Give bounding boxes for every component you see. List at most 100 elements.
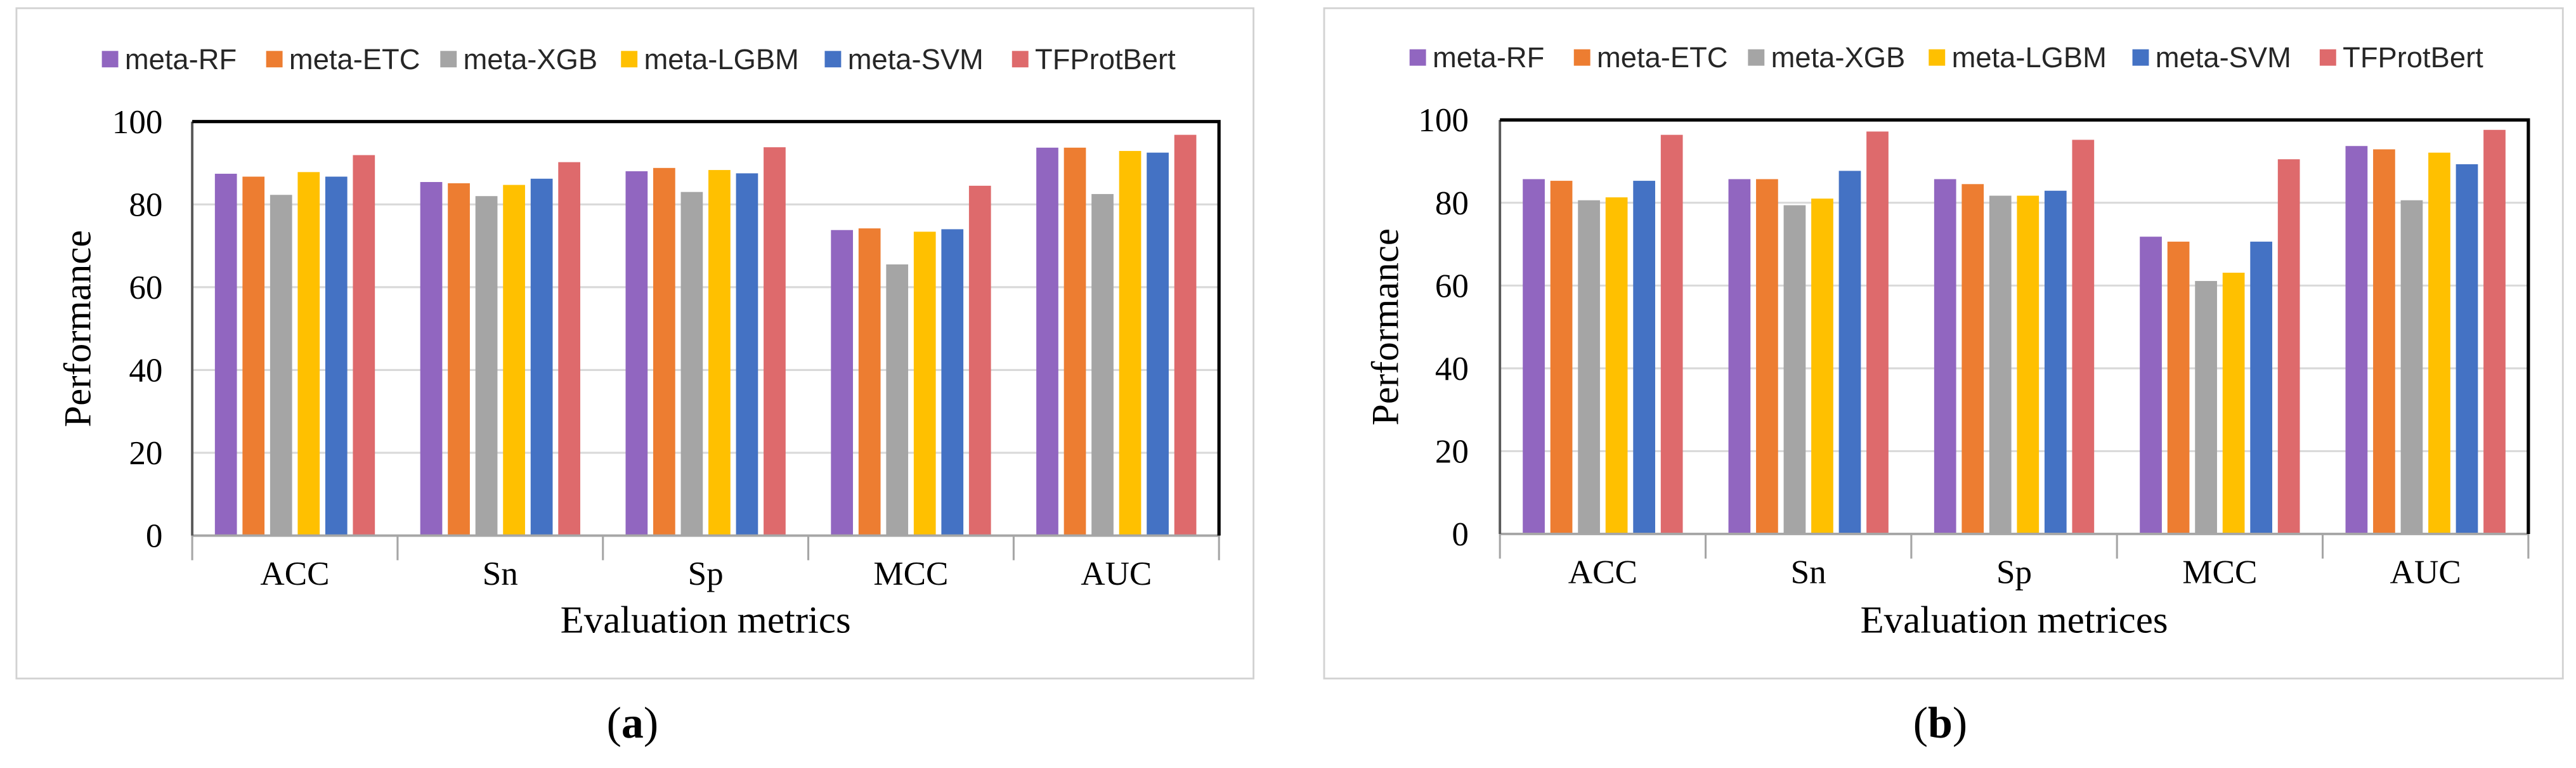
panel-b-y-tick-label: 100 bbox=[1418, 102, 1469, 139]
panel-b-bar-meta-rf-sp bbox=[1934, 179, 1956, 534]
panel-b-bar-meta-xgb-sn bbox=[1783, 205, 1806, 534]
panel-a-legend-label-meta-svm: meta-SVM bbox=[848, 43, 984, 75]
panel-a-bar-meta-rf-acc bbox=[214, 173, 237, 536]
panel-b-bar-meta-rf-sn bbox=[1728, 179, 1751, 534]
panel-a-legend-swatch-meta-rf bbox=[101, 51, 119, 68]
panel-b-y-tick-label: 60 bbox=[1435, 268, 1469, 304]
panel-a-bar-meta-rf-auc bbox=[1036, 147, 1058, 536]
panel-a-bar-meta-etc-sn bbox=[448, 183, 470, 536]
panel-a-legend-item-tfprotbert: TFProtBert bbox=[1012, 43, 1176, 75]
panel-a-y-tick-label: 60 bbox=[129, 270, 162, 306]
panel-a-bar-tfprotbert-acc bbox=[353, 155, 375, 536]
panel-a-caption: (a) bbox=[607, 699, 659, 748]
panel-a-x-tick-label-sp: Sp bbox=[688, 556, 724, 592]
panel-b-x-tick-label-sp: Sp bbox=[1996, 554, 2032, 591]
panel-b-bar-meta-svm-sn bbox=[1838, 171, 1861, 534]
panel-b-bar-meta-etc-sn bbox=[1756, 179, 1778, 534]
panel-a-caption-close: ) bbox=[644, 699, 658, 748]
panel-a-legend-label-meta-lgbm: meta-LGBM bbox=[644, 43, 799, 75]
panel-b-bar-meta-etc-mcc bbox=[2167, 242, 2190, 534]
panel-a-y-axis-title: Performance bbox=[56, 230, 99, 427]
panel-b-legend-item-meta-xgb: meta-XGB bbox=[1748, 41, 1905, 74]
panel-a-legend-swatch-meta-xgb bbox=[440, 51, 457, 68]
panel-b-bar-meta-rf-acc bbox=[1523, 179, 1545, 534]
panel-b-bar-meta-lgbm-mcc bbox=[2222, 273, 2245, 534]
panel-a-bar-meta-rf-sp bbox=[625, 171, 648, 536]
panel-a-bar-meta-etc-mcc bbox=[858, 228, 881, 536]
panel-a-bar-meta-etc-auc bbox=[1064, 147, 1086, 536]
panel-b-bar-meta-rf-auc bbox=[2345, 146, 2368, 534]
panel-a-legend-swatch-meta-etc bbox=[266, 51, 283, 68]
panel-b-y-axis-title: Performance bbox=[1365, 228, 1407, 426]
panel-a-legend: meta-RF meta-ETC meta-XGB meta-LGBM meta-SVM… bbox=[101, 43, 1176, 75]
panel-b-x-tick-label-auc: AUC bbox=[2390, 554, 2461, 591]
panel-a: 0 20 40 60 80 100 ACC Sn Sp MCC AUC meta-RF meta-ETC… bbox=[15, 7, 1255, 748]
panel-b-bar-tfprotbert-sp bbox=[2072, 140, 2095, 534]
panel-b-x-tick-label-mcc: MCC bbox=[2182, 554, 2257, 591]
panel-b-x-tick-label-acc: ACC bbox=[1568, 554, 1637, 591]
panel-a-x-tick-label-acc: ACC bbox=[260, 556, 329, 592]
panel-b-legend-label-meta-xgb: meta-XGB bbox=[1771, 41, 1906, 74]
panel-a-y-tick-label: 80 bbox=[129, 186, 162, 223]
panel-b-legend-swatch-meta-etc bbox=[1573, 49, 1590, 66]
panel-a-legend-item-meta-etc: meta-ETC bbox=[266, 43, 420, 75]
panel-a-bar-meta-svm-mcc bbox=[941, 229, 964, 536]
panel-b-bar-meta-xgb-auc bbox=[2400, 200, 2423, 534]
panel-a-bar-meta-lgbm-mcc bbox=[913, 231, 936, 536]
panel-b-y-tick-label: 80 bbox=[1435, 185, 1469, 222]
panel-b-y-tick-label: 20 bbox=[1435, 434, 1469, 471]
panel-a-bar-tfprotbert-auc bbox=[1174, 134, 1197, 536]
panel-b-legend-swatch-meta-xgb bbox=[1748, 49, 1765, 66]
panel-b-legend-item-meta-rf: meta-RF bbox=[1409, 41, 1544, 74]
panel-b-bar-meta-svm-acc bbox=[1633, 181, 1655, 534]
panel-b-bar-meta-etc-acc bbox=[1550, 181, 1573, 534]
panel-a-y-tick-label: 20 bbox=[129, 435, 162, 472]
panel-b-bar-meta-xgb-mcc bbox=[2195, 281, 2217, 534]
panel-b-plot-area: 0 20 40 60 80 100 ACC Sn Sp MCC AUC meta-RF meta-ETC… bbox=[1409, 41, 2530, 591]
panel-a-caption-open: ( bbox=[607, 699, 621, 748]
panel-b-bar-meta-xgb-sp bbox=[1989, 195, 2012, 534]
panel-b-bar-meta-lgbm-sn bbox=[1811, 199, 1833, 534]
panel-b-legend-swatch-meta-lgbm bbox=[1929, 49, 1946, 66]
panel-b-caption-letter: b bbox=[1928, 699, 1953, 748]
panel-b-legend-label-meta-etc: meta-ETC bbox=[1597, 41, 1728, 74]
panel-a-plot-area: 0 20 40 60 80 100 ACC Sn Sp MCC AUC meta-RF meta-ETC… bbox=[101, 43, 1221, 592]
panel-a-bar-meta-rf-mcc bbox=[831, 230, 854, 536]
panel-a-bar-meta-etc-acc bbox=[242, 176, 265, 536]
panel-b-legend-swatch-meta-rf bbox=[1409, 49, 1426, 66]
panel-a-bar-meta-xgb-auc bbox=[1091, 193, 1114, 536]
panel-a-bar-meta-lgbm-acc bbox=[297, 172, 320, 536]
panel-b-caption: (b) bbox=[1913, 699, 1967, 748]
panel-b-bar-meta-etc-sp bbox=[1961, 184, 1984, 534]
panel-a-bar-meta-svm-auc bbox=[1147, 152, 1169, 536]
panel-a-legend-label-meta-xgb: meta-XGB bbox=[464, 43, 598, 75]
panel-a-bar-tfprotbert-sp bbox=[764, 147, 786, 536]
panel-b-bar-meta-lgbm-sp bbox=[2017, 195, 2039, 534]
panel-b-legend-swatch-meta-svm bbox=[2132, 49, 2149, 66]
panel-b-bar-tfprotbert-mcc bbox=[2277, 159, 2300, 534]
panel-a-bar-meta-etc-sp bbox=[653, 167, 675, 536]
panel-a-bar-meta-svm-sp bbox=[736, 173, 758, 536]
panel-b-legend-label-meta-svm: meta-SVM bbox=[2156, 41, 2291, 74]
panel-a-bar-meta-lgbm-sn bbox=[503, 185, 525, 536]
panel-b-y-tick-label: 0 bbox=[1452, 516, 1469, 553]
panel-a-legend-swatch-meta-lgbm bbox=[621, 51, 638, 68]
panel-a-x-tick-label-mcc: MCC bbox=[873, 556, 948, 592]
panel-a-bar-meta-rf-sn bbox=[420, 182, 443, 536]
panel-b-bar-meta-etc-auc bbox=[2373, 149, 2395, 534]
panel-b-bar-meta-xgb-acc bbox=[1578, 200, 1600, 534]
panel-a-bar-meta-lgbm-sp bbox=[708, 170, 731, 536]
panel-a-legend-label-tfprotbert: TFProtBert bbox=[1035, 43, 1176, 75]
panel-a-legend-item-meta-xgb: meta-XGB bbox=[440, 43, 597, 75]
panel-a-legend-label-meta-etc: meta-ETC bbox=[289, 43, 420, 75]
panel-b-legend-label-meta-lgbm: meta-LGBM bbox=[1952, 41, 2107, 74]
panel-b-y-tick-label: 40 bbox=[1435, 351, 1469, 387]
panel-a-x-tick-label-sn: Sn bbox=[483, 556, 518, 592]
panel-a-x-axis-title: Evaluation metrics bbox=[561, 599, 851, 641]
panel-a-y-tick-label: 40 bbox=[129, 353, 162, 389]
panel-b-x-tick-label-sn: Sn bbox=[1791, 554, 1826, 591]
panel-a-bar-tfprotbert-mcc bbox=[968, 185, 991, 536]
panel-a-legend-item-meta-svm: meta-SVM bbox=[824, 43, 984, 75]
